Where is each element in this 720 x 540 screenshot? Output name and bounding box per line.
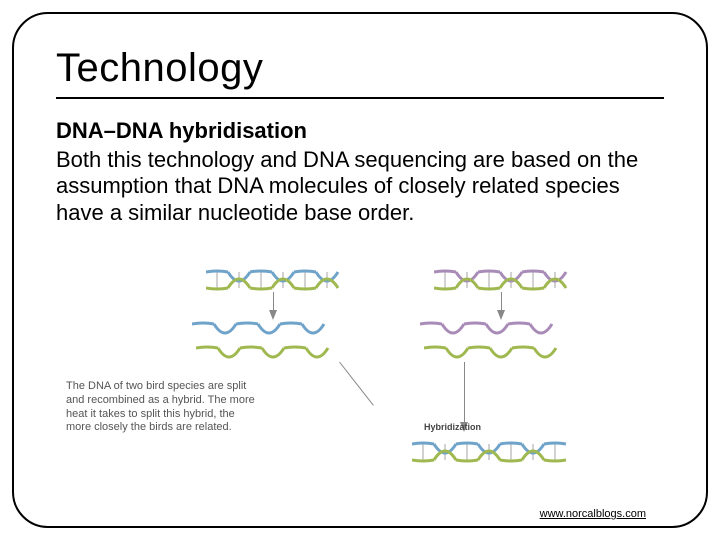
arrow-stem	[501, 292, 502, 310]
dna-helix-icon	[412, 440, 572, 469]
arrow-down-icon	[269, 310, 277, 320]
source-url: www.norcalblogs.com	[540, 508, 646, 520]
arrow-stem	[339, 362, 374, 406]
body-text: Both this technology and DNA sequencing …	[56, 147, 664, 227]
arrow-stem	[273, 292, 274, 310]
diagram-caption: The DNA of two bird species are split an…	[66, 380, 261, 435]
slide: Technology DNA–DNA hybridisation Both th…	[0, 0, 720, 540]
hybridization-label: Hybridization	[424, 422, 481, 432]
arrow-stem	[464, 362, 465, 422]
title-underline	[56, 97, 664, 99]
slide-frame: Technology DNA–DNA hybridisation Both th…	[12, 12, 708, 528]
arrow-down-icon	[497, 310, 505, 320]
dna-helix-icon	[196, 344, 336, 373]
dna-diagram: Hybridization The DNA of two bird specie…	[134, 262, 614, 492]
dna-helix-icon	[424, 344, 564, 373]
slide-title: Technology	[56, 46, 664, 91]
subheading: DNA–DNA hybridisation	[56, 117, 664, 145]
